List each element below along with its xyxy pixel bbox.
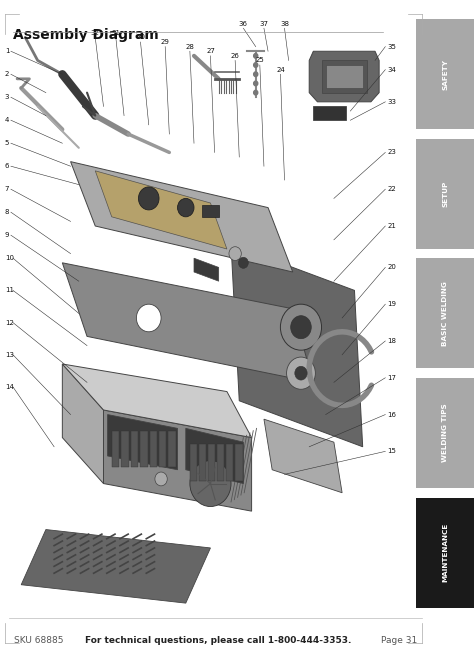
Text: 22: 22 [387, 186, 396, 193]
Bar [150, 431, 157, 468]
Text: WELDING TIPS: WELDING TIPS [442, 403, 448, 463]
Circle shape [155, 472, 167, 486]
Text: 14: 14 [5, 384, 14, 390]
FancyBboxPatch shape [416, 19, 474, 129]
Text: SKU 68885: SKU 68885 [14, 635, 64, 645]
Bar [140, 431, 147, 468]
Text: 36: 36 [239, 20, 248, 27]
Bar [190, 444, 197, 481]
Text: 7: 7 [5, 186, 9, 193]
Polygon shape [71, 162, 293, 272]
Text: 20: 20 [387, 264, 396, 271]
Polygon shape [103, 410, 252, 511]
Circle shape [281, 304, 321, 350]
Polygon shape [63, 364, 252, 438]
Polygon shape [264, 419, 342, 493]
Text: 23: 23 [387, 149, 396, 156]
Circle shape [178, 198, 194, 217]
Polygon shape [321, 60, 367, 93]
Polygon shape [309, 51, 379, 102]
Polygon shape [313, 106, 346, 120]
Text: 26: 26 [231, 53, 239, 59]
Polygon shape [63, 364, 103, 484]
Text: For technical questions, please call 1-800-444-3353.: For technical questions, please call 1-8… [85, 635, 351, 645]
Text: SAFETY: SAFETY [442, 58, 448, 90]
Text: 12: 12 [5, 319, 14, 326]
Text: 28: 28 [185, 43, 194, 50]
Bar [208, 444, 215, 481]
Text: 10: 10 [5, 255, 14, 261]
Text: 25: 25 [255, 57, 264, 64]
Bar [112, 431, 119, 468]
Text: 2: 2 [5, 71, 9, 78]
Polygon shape [108, 415, 178, 470]
Circle shape [254, 81, 258, 86]
Circle shape [254, 72, 258, 76]
Bar [199, 444, 206, 481]
Text: 30: 30 [136, 34, 145, 41]
FancyBboxPatch shape [416, 258, 474, 369]
Text: 19: 19 [387, 301, 396, 307]
Text: 32: 32 [91, 30, 100, 36]
Polygon shape [186, 428, 243, 484]
Circle shape [137, 304, 161, 332]
Text: SETUP: SETUP [442, 181, 448, 207]
Bar [226, 444, 234, 481]
Text: 35: 35 [387, 43, 396, 50]
Text: 15: 15 [387, 448, 396, 455]
Bar [217, 444, 225, 481]
FancyBboxPatch shape [416, 139, 474, 249]
FancyBboxPatch shape [416, 497, 474, 608]
Text: Assembly Diagram: Assembly Diagram [13, 28, 159, 42]
Bar [235, 444, 243, 481]
Text: 24: 24 [276, 66, 285, 73]
Text: 16: 16 [387, 411, 396, 418]
Polygon shape [194, 258, 219, 281]
Text: 5: 5 [5, 140, 9, 147]
Text: 38: 38 [280, 20, 289, 27]
Circle shape [238, 258, 248, 268]
Text: BASIC WELDING: BASIC WELDING [442, 281, 448, 346]
Circle shape [138, 187, 159, 210]
Circle shape [229, 247, 241, 261]
Polygon shape [95, 171, 227, 249]
Text: 13: 13 [5, 351, 14, 358]
Polygon shape [231, 244, 363, 447]
Text: 17: 17 [387, 374, 396, 381]
Circle shape [254, 54, 258, 58]
Text: 6: 6 [5, 163, 9, 170]
Text: 3: 3 [5, 94, 9, 101]
Text: 29: 29 [161, 39, 170, 45]
Circle shape [295, 367, 307, 380]
Text: 18: 18 [387, 338, 396, 344]
Text: 21: 21 [387, 223, 396, 229]
Circle shape [291, 316, 311, 339]
Bar [202, 206, 219, 217]
Bar [168, 431, 176, 468]
Circle shape [287, 357, 315, 389]
Text: Page 31: Page 31 [381, 635, 417, 645]
Text: 4: 4 [5, 117, 9, 124]
Text: MAINTENANCE: MAINTENANCE [442, 523, 448, 582]
Bar [121, 431, 128, 468]
Circle shape [254, 63, 258, 68]
Text: 27: 27 [206, 48, 215, 55]
Text: 8: 8 [5, 209, 9, 215]
Circle shape [190, 461, 231, 507]
FancyBboxPatch shape [416, 378, 474, 488]
Text: 31: 31 [111, 30, 120, 36]
Bar [159, 431, 166, 468]
Text: 33: 33 [387, 99, 396, 105]
Circle shape [254, 91, 258, 95]
Polygon shape [326, 65, 363, 88]
Bar [131, 431, 138, 468]
Polygon shape [63, 263, 313, 382]
Text: 9: 9 [5, 232, 9, 238]
Text: 1: 1 [5, 48, 9, 55]
Polygon shape [21, 530, 210, 603]
Text: 34: 34 [387, 66, 396, 73]
Text: 11: 11 [5, 287, 14, 294]
Text: 37: 37 [259, 20, 268, 27]
